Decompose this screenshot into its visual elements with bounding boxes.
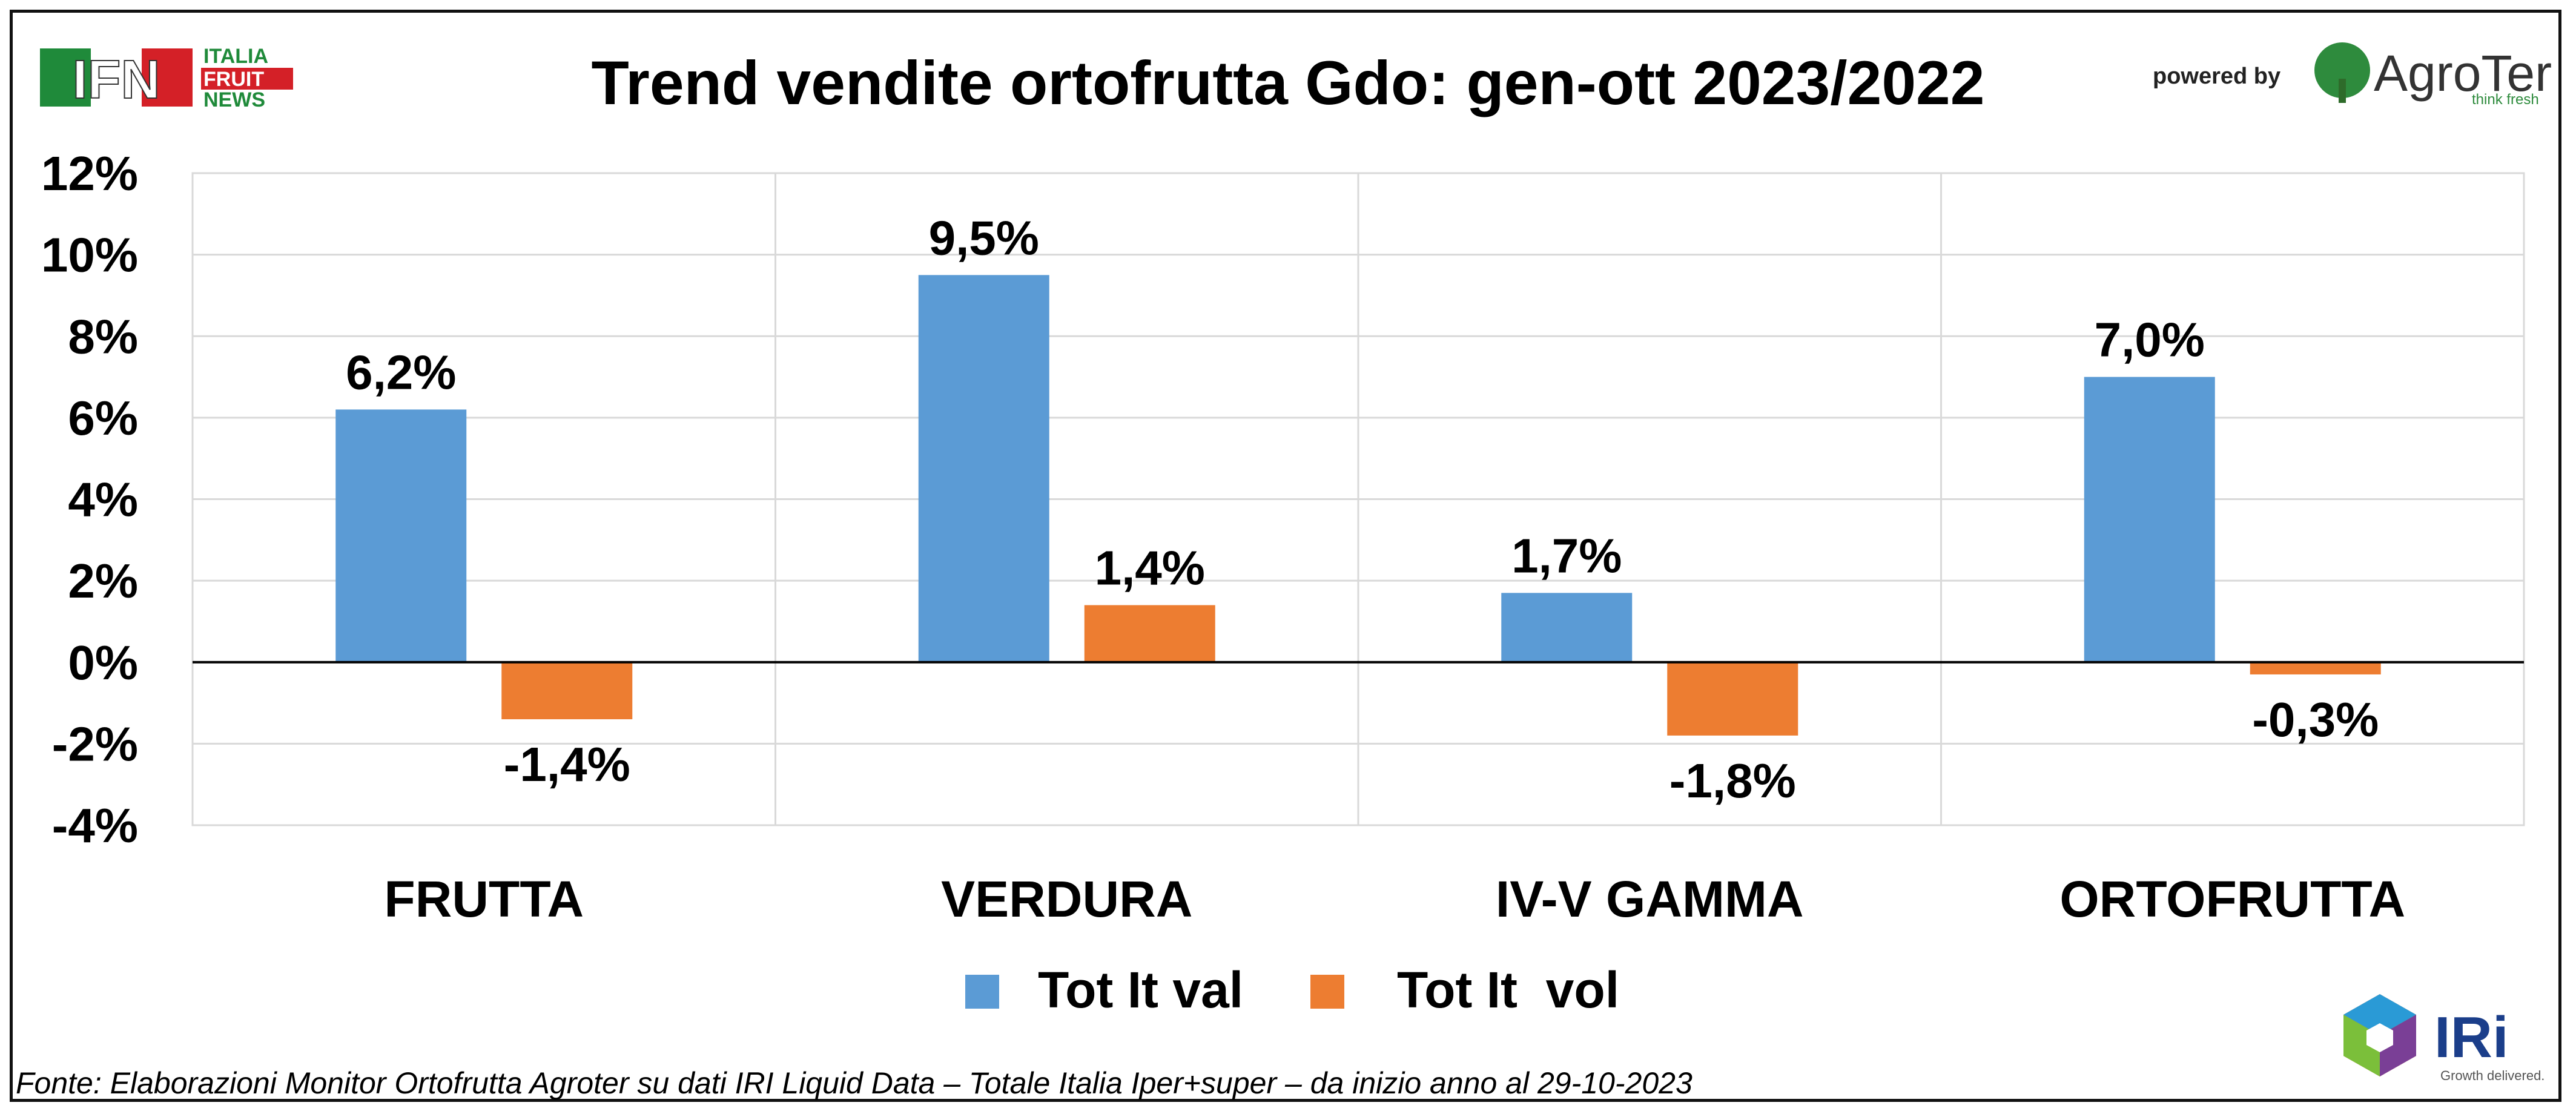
source-note: Fonte: Elaborazioni Monitor Ortofrutta A…	[16, 1066, 1693, 1100]
svg-text:think fresh: think fresh	[2472, 91, 2539, 108]
legend-swatch-tot-it-vol	[1310, 975, 1344, 1009]
legend-label-tot-it-vol: Tot It vol	[1397, 961, 1619, 1018]
bar-tot-it-vol-verdura	[1084, 605, 1215, 662]
x-tick-label-verdura: VERDURA	[941, 871, 1192, 928]
data-label-tot-it-vol-verdura: 1,4%	[1095, 541, 1205, 595]
svg-text:IFN: IFN	[73, 50, 160, 110]
svg-text:IRi: IRi	[2434, 1005, 2509, 1070]
x-tick-label-iv-v-gamma: IV-V GAMMA	[1496, 871, 1804, 928]
legend: Tot It val Tot It vol	[965, 961, 1619, 1018]
y-tick-label: 0%	[68, 636, 138, 690]
legend-label-tot-it-val: Tot It val	[1038, 961, 1243, 1018]
chart-frame	[10, 10, 2561, 1102]
iri-logo: IRi Growth delivered.	[2343, 994, 2545, 1083]
data-label-tot-it-val-iv-v-gamma: 1,7%	[1511, 529, 1622, 582]
bar-tot-it-val-verdura	[918, 275, 1049, 662]
bar-tot-it-val-frutta	[335, 409, 467, 662]
y-tick-label: 12%	[41, 147, 138, 200]
data-label-tot-it-vol-ortofrutta: -0,3%	[2252, 693, 2379, 747]
svg-text:NEWS: NEWS	[203, 88, 265, 111]
x-tick-label-ortofrutta: ORTOFRUTTA	[2059, 871, 2405, 928]
bar-tot-it-val-ortofrutta	[2084, 377, 2215, 662]
data-label-tot-it-val-frutta: 6,2%	[346, 345, 456, 399]
data-label-tot-it-vol-frutta: -1,4%	[504, 737, 630, 791]
y-tick-label: 6%	[68, 391, 138, 445]
y-tick-label: -4%	[52, 799, 138, 852]
bar-tot-it-vol-iv-v-gamma	[1667, 662, 1798, 736]
y-tick-label: 2%	[68, 554, 138, 608]
y-tick-label: -2%	[52, 717, 138, 771]
svg-text:FRUIT: FRUIT	[203, 68, 264, 91]
data-label-tot-it-vol-iv-v-gamma: -1,8%	[1669, 754, 1796, 808]
powered-by-label: powered by	[2153, 64, 2280, 89]
svg-text:Growth delivered.: Growth delivered.	[2440, 1068, 2545, 1083]
ifn-logo: IFN ITALIA FRUIT NEWS	[40, 45, 293, 111]
data-label-tot-it-val-verdura: 9,5%	[929, 211, 1039, 265]
tree-icon	[2314, 42, 2370, 98]
bar-tot-it-vol-ortofrutta	[2250, 662, 2381, 674]
y-tick-label: 10%	[41, 228, 138, 282]
data-label-tot-it-val-ortofrutta: 7,0%	[2095, 313, 2205, 367]
plot-area: 12% 10% 8% 6% 4% 2% 0% -2% -4% FRUTTA VERDURA IV-V …	[41, 147, 2525, 928]
bar-tot-it-val-iv-v-gamma	[1501, 593, 1633, 662]
legend-swatch-tot-it-val	[965, 975, 999, 1009]
y-tick-label: 4%	[68, 473, 138, 527]
y-tick-label: 8%	[68, 309, 138, 363]
chart-title: Trend vendite ortofrutta Gdo: gen-ott 20…	[591, 48, 1984, 117]
svg-text:ITALIA: ITALIA	[203, 45, 268, 68]
svg-text:AgroTer: AgroTer	[2374, 45, 2552, 102]
bar-tot-it-vol-frutta	[501, 662, 633, 719]
x-tick-label-frutta: FRUTTA	[384, 871, 584, 928]
agroter-logo: powered by AgroTer think fresh	[2153, 42, 2552, 108]
